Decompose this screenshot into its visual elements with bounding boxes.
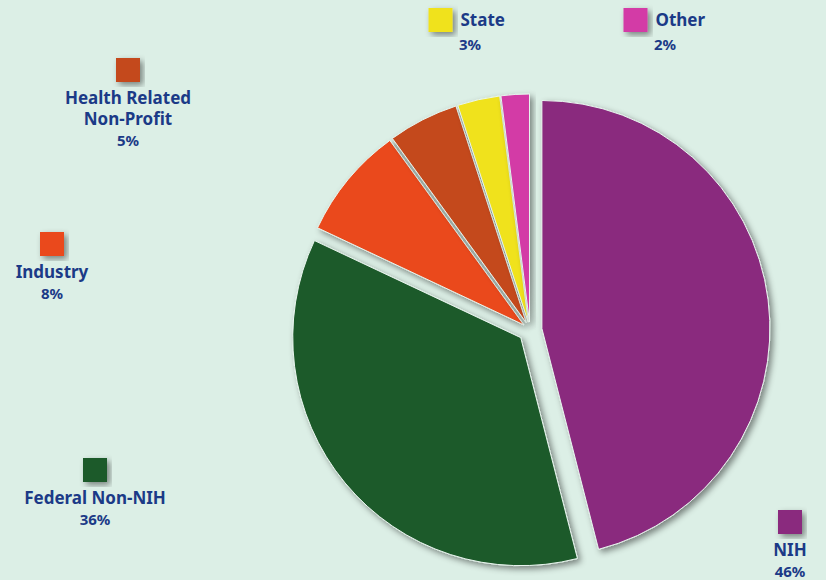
svg-text:36%: 36% [80,509,111,529]
svg-text:46%: 46% [775,561,806,580]
svg-text:Non-Profit: Non-Profit [84,107,172,130]
svg-text:5%: 5% [117,130,140,150]
svg-text:Health Related: Health Related [65,86,191,109]
svg-text:State: State [461,8,505,31]
svg-text:8%: 8% [41,283,64,303]
svg-text:Industry: Industry [16,260,89,283]
svg-text:NIH: NIH [773,538,806,561]
svg-text:Federal Non-NIH: Federal Non-NIH [24,486,166,509]
svg-text:3%: 3% [459,34,482,54]
svg-text:2%: 2% [654,34,677,54]
svg-text:Other: Other [656,8,706,31]
